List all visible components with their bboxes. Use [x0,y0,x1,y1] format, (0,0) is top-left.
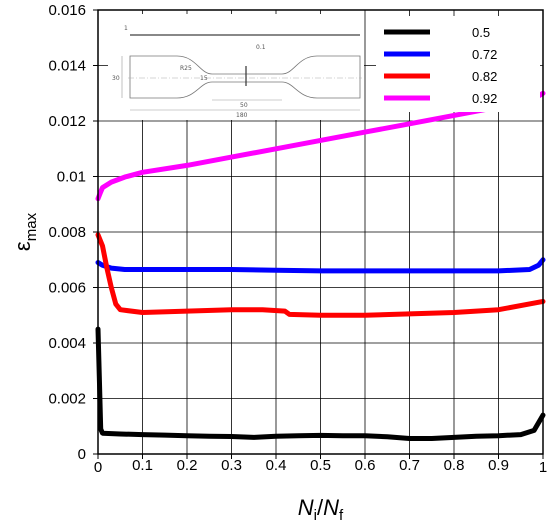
inset-label-width: 30 [112,75,120,82]
legend-label: 0.92 [472,91,497,106]
y-tick-label: 0.012 [48,113,86,130]
y-tick-labels: 0 0.002 0.004 0.006 0.008 0.01 0.012 0.014 0.016 [48,2,86,463]
x-axis-title-denominator: N [323,495,339,520]
x-axis-title: Ni/Nf [298,495,344,524]
inset-label-radius: R25 [180,65,192,72]
x-axis-title-numerator: N [298,495,314,520]
x-tick-label: 0.9 [488,457,509,474]
legend-label: 0.82 [472,69,497,84]
x-tick-label: 0.4 [266,457,287,474]
axis-ticks [93,9,544,459]
y-tick-label: 0.014 [48,58,86,75]
y-tick-label: 0.008 [48,224,86,241]
x-tick-labels: 0 0.1 0.2 0.3 0.4 0.5 0.6 0.7 0.8 0.9 1 [94,457,547,476]
x-axis-title-numerator-subscript: i [314,507,317,524]
y-tick-label: 0.004 [48,335,86,352]
series-line [95,326,546,441]
y-tick-label: 0.01 [57,169,86,186]
x-tick-label: 1 [539,459,547,476]
x-tick-label: 0.2 [177,457,198,474]
x-tick-label: 0.7 [399,457,420,474]
y-axis-title-symbol: ε [10,241,35,251]
specimen-inset: 1 30 R25 15 0.1 50 180 [108,14,364,120]
legend: 0.5 0.72 0.82 0.92 [376,16,540,112]
inset-label-total-length: 180 [236,112,248,119]
legend-label: 0.5 [472,25,490,40]
x-tick-label: 0 [94,459,102,476]
inset-label-thickness: 1 [124,25,128,32]
inset-background [108,14,364,120]
y-tick-label: 0.016 [48,2,86,19]
x-tick-label: 0.5 [310,457,331,474]
series-line [95,257,546,274]
inset-label-gauge-width: 15 [200,75,208,82]
legend-label: 0.72 [472,47,497,62]
y-tick-label: 0.006 [48,280,86,297]
y-axis-title: εmax [10,212,40,251]
x-tick-label: 0.3 [221,457,242,474]
y-axis-title-subscript: max [23,212,40,241]
inset-specimen-outline [129,55,361,99]
x-axis-title-denominator-subscript: f [339,507,344,524]
inset-label-gauge-length: 50 [240,102,248,109]
series-line [95,232,546,318]
x-tick-label: 0.8 [444,457,465,474]
y-tick-label: 0.002 [48,391,86,408]
x-tick-label: 0.6 [355,457,376,474]
x-tick-label: 0.1 [132,457,153,474]
x-axis-title-separator: / [317,495,324,520]
inset-label-notch: 0.1 [256,44,266,51]
y-tick-label: 0 [78,446,86,463]
